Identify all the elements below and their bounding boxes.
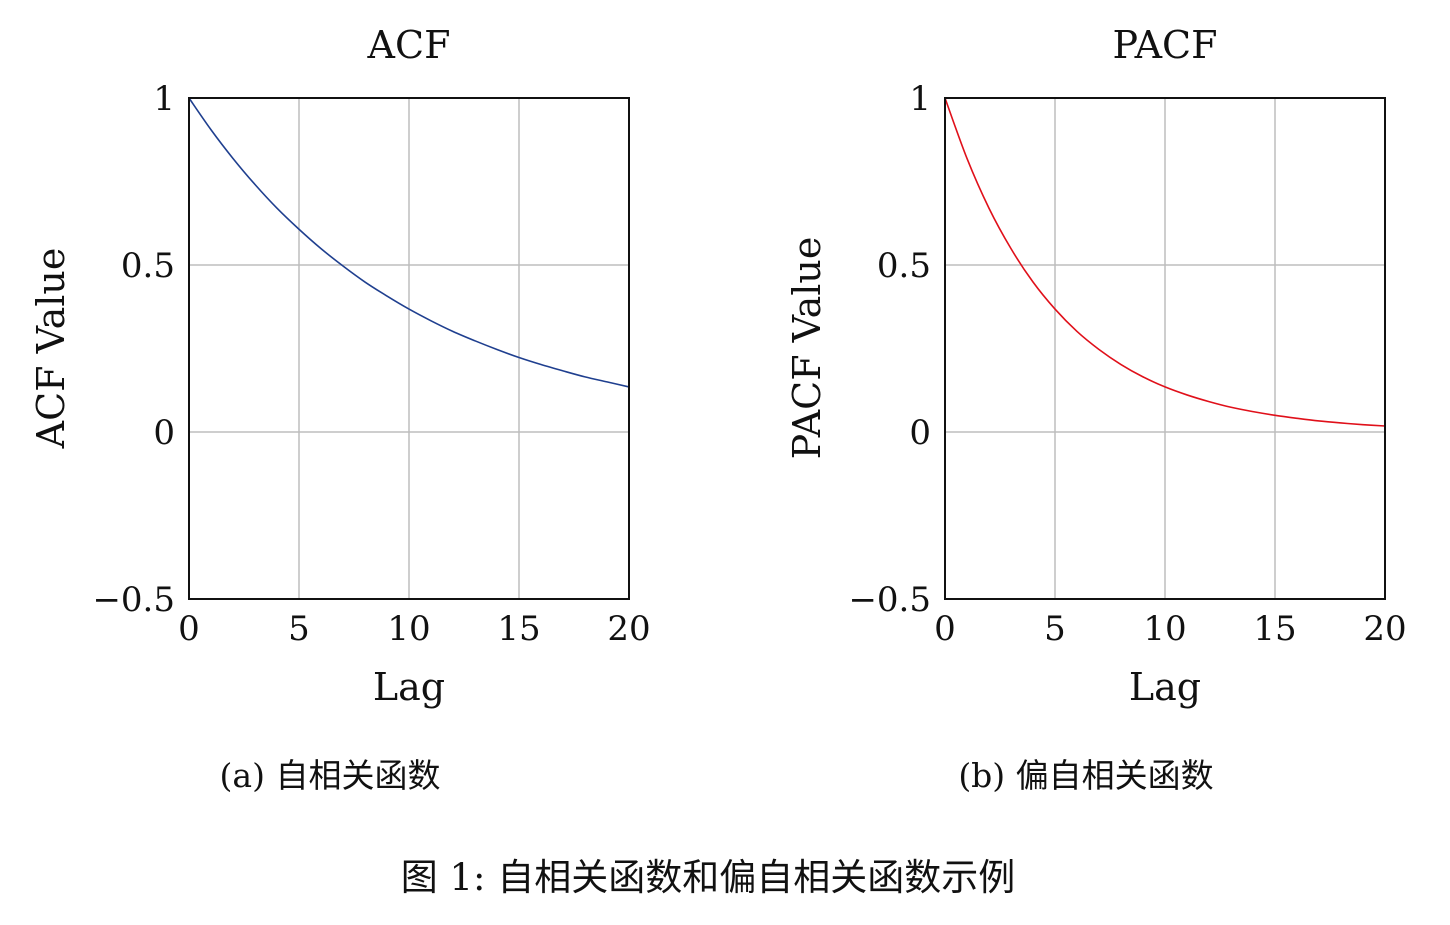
acf-chart-title: ACF (367, 23, 451, 67)
pacf-y-tick-label: 0.5 (877, 246, 931, 286)
pacf-x-axis-label: Lag (1129, 665, 1201, 709)
pacf-series-line (944, 97, 1386, 427)
pacf-y-tick-label: 0 (909, 413, 931, 453)
pacf-y-tick-label: −0.5 (848, 580, 931, 620)
acf-series-line (188, 97, 630, 388)
acf-panel: ACF 0 5 10 15 20 −0.5 0 0.5 1 Lag ACF Va… (29, 23, 651, 795)
pacf-panel: PACF 0 5 10 15 20 −0.5 0 0.5 1 Lag PACF … (785, 23, 1407, 795)
pacf-y-tick-label: 1 (909, 79, 931, 119)
pacf-subcaption: (b) 偏自相关函数 (958, 756, 1213, 795)
pacf-x-tick-label: 0 (934, 609, 956, 649)
acf-subcaption: (a) 自相关函数 (220, 756, 441, 795)
acf-x-tick-label: 20 (607, 609, 650, 649)
acf-y-tick-label: 0 (153, 413, 175, 453)
acf-y-tick-label: −0.5 (92, 580, 175, 620)
acf-y-tick-label: 0.5 (121, 246, 175, 286)
acf-x-tick-label: 5 (288, 609, 310, 649)
acf-y-ticks: −0.5 0 0.5 1 (92, 79, 175, 620)
pacf-plot-frame (944, 97, 1386, 600)
pacf-x-tick-label: 5 (1044, 609, 1066, 649)
acf-y-tick-label: 1 (153, 79, 175, 119)
pacf-x-tick-label: 15 (1253, 609, 1296, 649)
figure-caption: 图 1: 自相关函数和偏自相关函数示例 (401, 856, 1016, 899)
acf-x-tick-label: 15 (497, 609, 540, 649)
pacf-x-ticks: 0 5 10 15 20 (934, 609, 1406, 649)
acf-x-tick-label: 0 (178, 609, 200, 649)
acf-y-axis-label: ACF Value (29, 248, 73, 450)
acf-plot-frame (188, 97, 630, 600)
pacf-y-ticks: −0.5 0 0.5 1 (848, 79, 931, 620)
acf-x-ticks: 0 5 10 15 20 (178, 609, 650, 649)
pacf-y-axis-label: PACF Value (785, 237, 829, 460)
acf-x-axis-label: Lag (373, 665, 445, 709)
pacf-x-tick-label: 10 (1143, 609, 1186, 649)
pacf-x-tick-label: 20 (1363, 609, 1406, 649)
pacf-chart-title: PACF (1113, 23, 1218, 67)
acf-x-tick-label: 10 (387, 609, 430, 649)
